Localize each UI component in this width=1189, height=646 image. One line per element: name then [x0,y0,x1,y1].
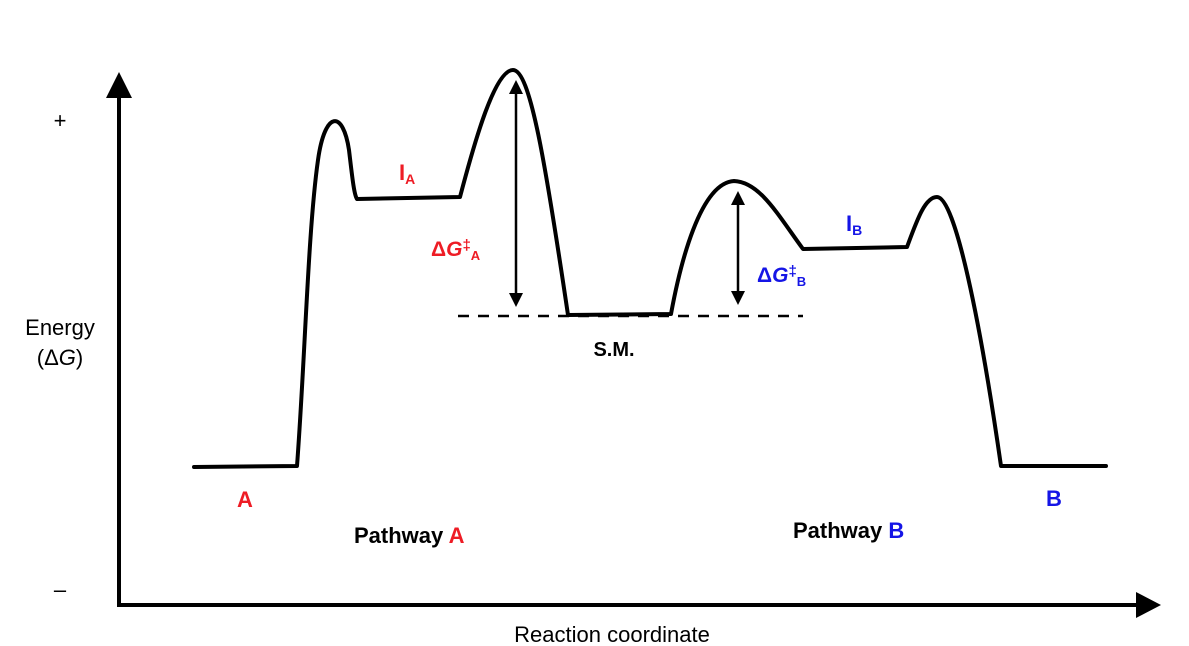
barrier-b-arrowhead-top [731,191,745,205]
pathway-a-prefix: Pathway [354,523,449,548]
y-axis-label-open: (Δ [37,345,59,370]
energy-profile-curve [192,68,1108,469]
intermediate-b-main: I [846,211,852,236]
barrier-a-delta: Δ [431,238,446,261]
y-axis-label-var: G [59,345,76,370]
pathway-a-name: A [449,523,465,548]
barrier-b-subscript: B [797,274,806,289]
barrier-a-arrowhead-bottom [509,293,523,307]
barrier-b-delta: Δ [757,264,772,287]
barrier-a-subscript: A [471,248,481,263]
x-axis-label: Reaction coordinate [514,622,710,646]
barrier-b-label: ΔG‡B [757,263,806,289]
y-axis-plus-sign: + [54,108,67,133]
product-b-label: B [1046,486,1062,511]
intermediate-a-main: I [399,160,405,185]
pathway-b-name: B [888,518,904,543]
pathway-b-prefix: Pathway [793,518,888,543]
barrier-b-dagger: ‡ [788,263,796,280]
barrier-b-var: G [772,264,788,287]
intermediate-b-subscript: B [852,222,862,238]
barrier-a-label: ΔG‡A [431,237,481,263]
pathway-b-label: Pathway B [793,518,904,543]
intermediate-b-label: IB [846,211,862,238]
y-axis-label-line2: (ΔG) [37,345,83,370]
product-a-label: A [237,487,253,512]
x-axis-arrowhead [1136,592,1161,618]
barrier-a-arrowhead-top [509,80,523,94]
y-axis-label-close: ) [76,345,83,370]
starting-material-label: S.M. [593,339,634,361]
barrier-a-dagger: ‡ [462,237,470,254]
y-axis-minus-sign: – [54,577,67,602]
y-axis-label-line1: Energy [25,315,95,340]
intermediate-a-subscript: A [405,171,415,187]
intermediate-a-label: IA [399,160,415,187]
pathway-a-label: Pathway A [354,523,465,548]
barrier-b-arrowhead-bottom [731,291,745,305]
barrier-a-var: G [446,238,462,261]
y-axis-arrowhead [106,72,132,98]
